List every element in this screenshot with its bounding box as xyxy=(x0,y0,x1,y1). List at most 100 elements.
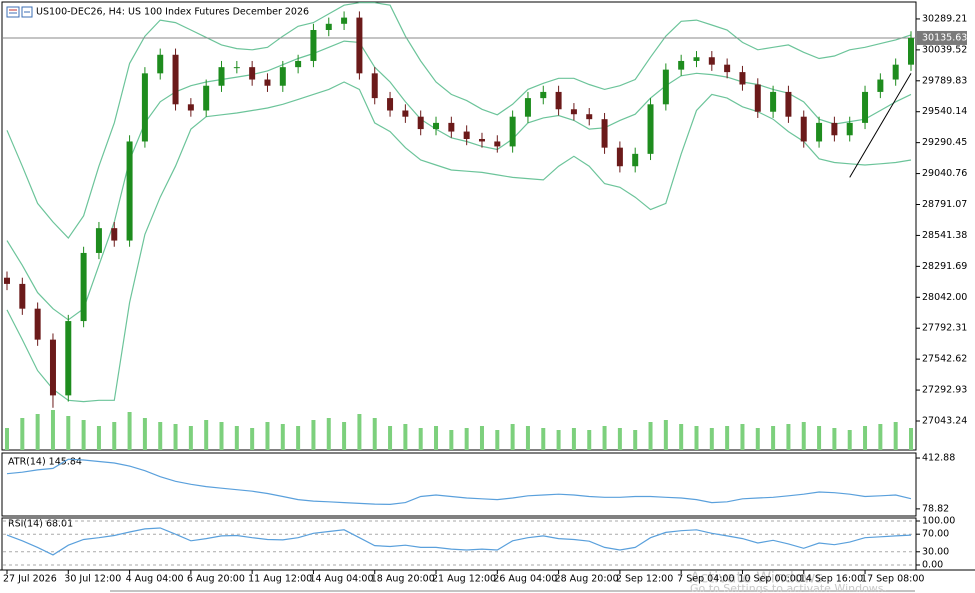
candle-body xyxy=(218,67,225,86)
volume-bar xyxy=(112,422,117,450)
candle-body xyxy=(264,79,271,86)
y-tick-label: 30289.21 xyxy=(922,13,967,24)
candle-body xyxy=(4,277,10,284)
candle-body xyxy=(800,116,807,142)
candle-body xyxy=(172,54,179,105)
candle-body xyxy=(616,147,623,167)
x-tick-label: 14 Sep 16:00 xyxy=(800,574,863,585)
atr-panel xyxy=(1,452,917,517)
volume-bar xyxy=(66,416,71,450)
indicator-line xyxy=(6,458,912,506)
bollinger-band xyxy=(6,2,912,240)
y-tick-label: 28291.69 xyxy=(922,261,967,272)
volume-bar xyxy=(5,428,9,450)
candle-body xyxy=(877,79,884,92)
candle-body xyxy=(448,122,455,132)
candle-body xyxy=(95,228,102,253)
candle-body xyxy=(662,69,669,105)
volume-bar xyxy=(786,424,791,450)
y-tick-label: 28042.00 xyxy=(922,292,967,303)
volume-bar xyxy=(602,426,607,450)
candle-body xyxy=(601,119,608,148)
header-icon xyxy=(6,6,33,18)
candle-body xyxy=(295,60,302,68)
y-tick-label: 412.88 xyxy=(922,453,955,464)
candle-body xyxy=(509,116,516,147)
volume-bar xyxy=(817,426,822,450)
watermark: Activate Windows xyxy=(690,569,823,587)
candle-body xyxy=(356,17,363,74)
volume-bar xyxy=(50,410,55,450)
x-tick-label: 4 Aug 04:00 xyxy=(126,574,184,585)
candle-body xyxy=(19,283,26,309)
candle-body xyxy=(126,141,133,241)
y-tick-label: 27792.31 xyxy=(922,323,967,334)
y-tick-label: 29040.76 xyxy=(922,168,967,179)
candle-body xyxy=(310,29,317,61)
volume-bar xyxy=(755,428,760,450)
volume-bar xyxy=(617,428,622,450)
candle-body xyxy=(770,91,777,112)
candle-body xyxy=(249,67,256,80)
volume-bar xyxy=(878,424,883,450)
volume-bar xyxy=(525,426,530,450)
volume-bar xyxy=(311,420,316,450)
candle-body xyxy=(693,57,700,61)
candle-body xyxy=(831,122,838,136)
x-tick-label: 18 Aug 20:00 xyxy=(371,574,435,585)
volume-bar xyxy=(847,430,852,450)
x-tick-label: 27 Jul 2026 xyxy=(3,574,57,585)
y-tick-label: 27292.93 xyxy=(922,385,967,396)
volume-bar xyxy=(587,430,592,450)
candle-body xyxy=(724,64,731,73)
candle-body xyxy=(708,57,715,65)
x-tick-label: 10 Sep 00:00 xyxy=(738,574,801,585)
candle-body xyxy=(34,308,41,340)
volume-bar xyxy=(296,426,301,450)
trendline xyxy=(849,73,912,178)
volume-bar xyxy=(35,414,40,450)
x-tick-label: 21 Aug 12:00 xyxy=(432,574,496,585)
volume-bar xyxy=(280,424,285,450)
volume-bar xyxy=(510,424,515,450)
y-tick-label: 28541.38 xyxy=(922,230,967,241)
volume-bar xyxy=(771,426,776,450)
volume-bar xyxy=(81,420,86,450)
indicator-line xyxy=(6,527,912,556)
volume-bar xyxy=(571,428,576,450)
volume-bar xyxy=(541,428,546,450)
y-tick-label: 0.00 xyxy=(922,559,943,570)
volume-bar xyxy=(679,424,684,450)
y-tick-label: 29540.14 xyxy=(922,106,967,117)
chart-title: US100-DEC26, H4: US 100 Index Futures De… xyxy=(36,7,309,18)
candle-body xyxy=(49,339,56,396)
candle-body xyxy=(785,91,792,117)
volume-bar xyxy=(326,418,331,450)
y-tick-label: 27542.62 xyxy=(922,354,967,365)
volume-bar xyxy=(357,414,362,450)
y-tick-label: 70.00 xyxy=(922,529,949,540)
volume-bar xyxy=(495,430,500,450)
volume-bar xyxy=(725,426,730,450)
candle-body xyxy=(908,37,914,65)
y-tick-label: 78.82 xyxy=(922,503,949,514)
volume-bar xyxy=(709,428,714,450)
candle-body xyxy=(433,122,440,130)
volume-bar xyxy=(832,428,837,450)
candle-body xyxy=(647,104,654,154)
candle-body xyxy=(524,98,531,117)
current-price-box xyxy=(917,30,967,45)
main-panel xyxy=(1,1,917,451)
volume-bar xyxy=(142,418,147,450)
volume-bar xyxy=(204,420,209,450)
volume-bar xyxy=(863,426,868,450)
volume-bar xyxy=(556,430,561,450)
candle-body xyxy=(417,116,424,130)
candle-body xyxy=(862,91,869,123)
volume-bar xyxy=(893,422,898,450)
candle-body xyxy=(402,110,409,117)
candle-body xyxy=(80,252,87,322)
y-tick-label: 27043.24 xyxy=(922,415,967,426)
